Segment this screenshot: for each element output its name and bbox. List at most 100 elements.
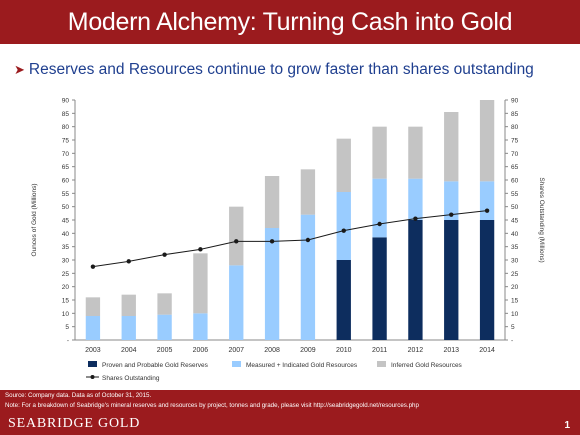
shares-point: [90, 264, 96, 269]
left-tick-label: 20: [62, 284, 70, 291]
x-tick-label: 2014: [479, 347, 495, 354]
left-tick-label: 70: [62, 151, 70, 158]
x-tick-label: 2012: [408, 347, 424, 354]
shares-point: [377, 221, 382, 227]
left-tick-label: 75: [62, 138, 70, 145]
shares-point: [162, 252, 167, 257]
right-tick-label: 35: [511, 244, 519, 251]
bar-proven-probable: [479, 220, 495, 340]
right-tick-label: 15: [511, 298, 519, 305]
bar-measured-indicated: [336, 192, 351, 260]
right-tick-label: 55: [511, 191, 519, 198]
shares-point: [198, 247, 203, 252]
bar-proven-probable: [372, 237, 387, 340]
bar-measured-indicated: [229, 265, 244, 340]
shares-point: [305, 237, 311, 243]
bar-measured-indicated: [193, 313, 208, 340]
left-tick-label: 80: [62, 124, 70, 131]
x-tick-label: 2011: [372, 347, 387, 354]
y-axis-title: Ounces of Gold (Millions): [31, 184, 38, 257]
brand-logo-text: SEABRIDGE GOLD: [8, 416, 141, 431]
legend-shares-outstanding-swatch-point: [90, 375, 95, 379]
legend-measured-indicated-swatch: [232, 361, 241, 367]
bullet-point: ➤ Reserves and Resources continue to grow…: [14, 61, 574, 85]
right-tick-label: 45: [511, 218, 519, 225]
shares-outstanding-line: [92, 210, 488, 268]
bullet-text: Reserves and Resources continue to grow …: [28, 61, 534, 78]
shares-point: [126, 259, 131, 264]
bar-measured-indicated: [479, 181, 495, 220]
right-tick-label: -: [511, 338, 513, 345]
bar-measured-indicated: [300, 214, 316, 340]
bar-inferred: [408, 126, 423, 179]
bar-measured-indicated: [264, 228, 280, 340]
legend-inferred-label: Inferred Gold Resources: [391, 362, 463, 369]
left-tick-label: 90: [62, 98, 70, 105]
bar-measured-indicated: [444, 181, 459, 220]
right-tick-label: 75: [511, 138, 519, 145]
x-tick-label: 2005: [157, 347, 173, 354]
right-tick-label: 25: [511, 271, 519, 278]
left-tick-label: 50: [62, 204, 70, 211]
x-tick-label: 2010: [336, 347, 352, 354]
bar-inferred: [336, 138, 351, 192]
right-tick-label: 10: [511, 311, 519, 318]
left-tick-label: 15: [62, 298, 70, 305]
right-tick-label: 50: [511, 204, 519, 211]
x-tick-label: 2003: [85, 347, 101, 354]
bar-inferred: [157, 293, 172, 315]
x-tick-label: 2006: [193, 347, 209, 354]
shares-point: [269, 239, 275, 244]
x-tick-label: 2004: [121, 347, 137, 354]
shares-point: [449, 212, 454, 217]
bar-measured-indicated: [157, 314, 172, 340]
bar-proven-probable: [408, 220, 423, 340]
left-tick-label: 35: [62, 244, 70, 251]
left-tick-label: 45: [62, 218, 70, 225]
legend-proven-probable-label: Proven and Probable Gold Reserves: [102, 362, 209, 369]
page-number: 1: [564, 420, 570, 431]
right-tick-label: 65: [511, 164, 519, 171]
bar-inferred: [300, 169, 316, 215]
legend-proven-probable-swatch: [88, 361, 97, 367]
shares-point: [484, 208, 490, 213]
bar-proven-probable: [336, 260, 351, 340]
right-tick-label: 80: [511, 124, 519, 131]
left-tick-label: 30: [62, 258, 70, 265]
shares-point: [234, 239, 239, 244]
x-tick-label: 2007: [228, 347, 244, 354]
bar-inferred: [193, 253, 208, 314]
left-tick-label: 60: [62, 178, 70, 185]
bar-inferred: [229, 206, 244, 266]
left-tick-label: 10: [62, 311, 70, 318]
legend-shares-outstanding-label: Shares Outstanding: [102, 375, 160, 382]
right-tick-label: 70: [511, 151, 519, 158]
legend-inferred-swatch: [377, 361, 386, 367]
bar-inferred: [264, 176, 280, 228]
right-tick-label: 85: [511, 111, 519, 118]
right-tick-label: 40: [511, 231, 519, 238]
right-tick-label: 60: [511, 178, 519, 185]
x-tick-label: 2009: [300, 347, 316, 354]
y2-axis-title: Shares Outstanding (Millions): [538, 177, 545, 262]
x-tick-label: 2008: [264, 347, 280, 354]
bar-inferred: [479, 100, 495, 182]
bar-measured-indicated: [408, 178, 423, 220]
footer-band: [0, 390, 580, 435]
left-tick-label: -: [67, 338, 69, 345]
right-tick-label: 20: [511, 284, 519, 291]
bar-inferred: [121, 294, 136, 316]
left-tick-label: 25: [62, 271, 70, 278]
right-tick-label: 5: [511, 324, 515, 331]
right-tick-label: 90: [511, 98, 519, 105]
bar-inferred: [444, 112, 459, 182]
shares-point: [413, 216, 418, 221]
left-tick-label: 5: [65, 324, 69, 331]
bar-measured-indicated: [121, 316, 136, 340]
bar-inferred: [372, 126, 387, 179]
bar-measured-indicated: [85, 316, 101, 340]
left-tick-label: 85: [62, 111, 70, 118]
left-tick-label: 65: [62, 164, 70, 171]
footnote: Note: For a breakdown of Seabridge's min…: [5, 402, 419, 409]
